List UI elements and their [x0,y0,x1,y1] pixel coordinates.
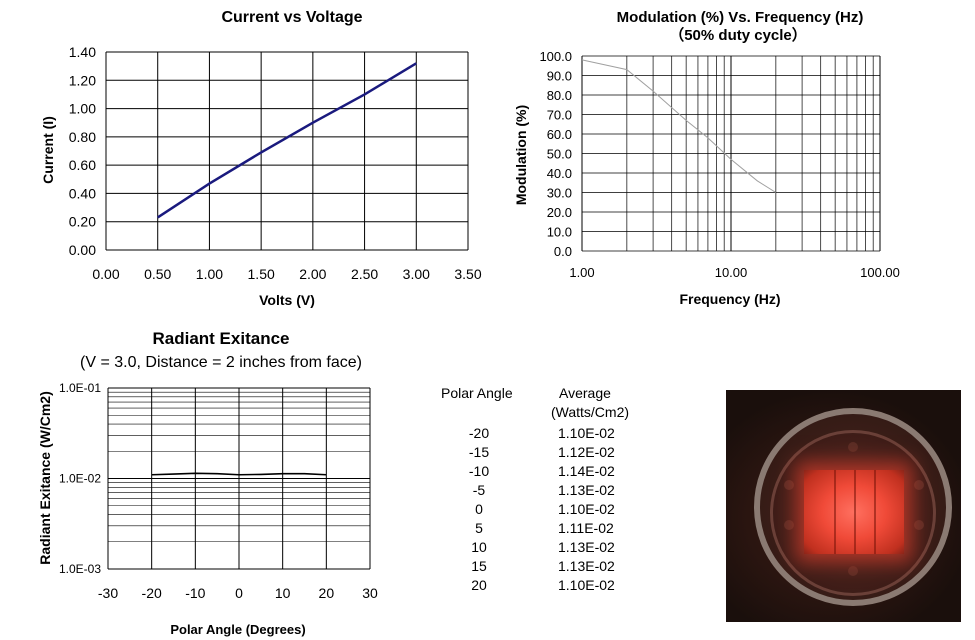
table-cell-average: 1.13E-02 [558,558,615,574]
table-cell-angle: -20 [468,425,490,441]
modulation-vs-frequency-chart: Modulation (%) Vs. Frequency (Hz) （50% d… [513,9,900,307]
x-tick-label: 30 [362,585,378,601]
series-line [157,62,417,219]
y-tick-label: 1.0E-03 [59,562,101,576]
series-line [581,59,777,193]
x-tick-label: 2.00 [299,266,326,282]
chart2-ylabel: Modulation (%) [513,105,529,205]
y-tick-label: 80.0 [547,88,572,103]
x-tick-label: 0.50 [144,266,171,282]
chart3-ylabel: Radiant Exitance (W/Cm2) [37,391,53,564]
x-tick-label: 1.00 [569,265,594,280]
y-tick-label: 100.0 [539,49,572,64]
table-cell-average: 1.10E-02 [558,425,615,441]
x-tick-label: -10 [185,585,205,601]
chart3-xlabel: Polar Angle (Degrees) [170,622,305,637]
y-tick-label: 0.80 [69,129,96,145]
radiant-exitance-chart: Radiant Exitance (V = 3.0, Distance = 2 … [37,329,378,637]
y-tick-label: 1.0E-01 [59,381,101,395]
chart1-ylabel: Current (I) [40,116,56,184]
chart2-xlabel: Frequency (Hz) [679,291,780,307]
table-header-polar-angle: Polar Angle [441,385,513,401]
chart1-title: Current vs Voltage [221,9,362,26]
x-tick-label: 0 [235,585,243,601]
table-cell-angle: 0 [475,501,483,517]
x-tick-label: 10 [275,585,291,601]
x-tick-label: 3.00 [403,266,430,282]
table-cell-average: 1.10E-02 [558,501,615,517]
y-tick-label: 30.0 [547,186,572,201]
x-tick-label: 100.00 [860,265,900,280]
x-tick-label: 0.00 [92,266,119,282]
table-cell-angle: -5 [472,482,486,498]
y-tick-label: 1.40 [69,44,96,60]
y-tick-label: 50.0 [547,147,572,162]
table-cell-average: 1.14E-02 [558,463,615,479]
series-line [151,472,327,476]
table-cell-average: 1.12E-02 [558,444,615,460]
current-vs-voltage-chart: Current vs Voltage Current (I) Volts (V)… [40,9,482,308]
table-cell-angle: 15 [471,558,487,574]
x-tick-label: 1.00 [196,266,223,282]
y-tick-label: 40.0 [547,166,572,181]
table-header-units: (Watts/Cm2) [551,404,630,420]
y-tick-label: 1.0E-02 [59,472,101,486]
radiant-exitance-table: Polar Angle Average (Watts/Cm2) -20 1.10E… [425,380,655,600]
table-cell-angle: 5 [475,520,483,536]
x-tick-label: 20 [319,585,335,601]
x-tick-label: -30 [98,585,118,601]
chart2-subtitle: （50% duty cycle） [669,26,807,44]
x-tick-label: 3.50 [454,266,481,282]
y-tick-label: 0.20 [69,214,96,230]
x-tick-label: -20 [142,585,162,601]
x-tick-label: 1.50 [248,266,275,282]
x-tick-label: 2.50 [351,266,378,282]
chart3-subtitle: (V = 3.0, Distance = 2 inches from face) [80,354,362,371]
y-tick-label: 0.40 [69,185,96,201]
y-tick-label: 10.0 [547,225,572,240]
chart1-xlabel: Volts (V) [259,292,315,308]
y-tick-label: 70.0 [547,108,572,123]
table-cell-angle: -10 [468,463,490,479]
y-tick-label: 0.00 [69,242,96,258]
y-tick-label: 0.60 [69,157,96,173]
table-cell-average: 1.11E-02 [558,520,614,536]
table-cell-angle: 10 [471,539,487,555]
table-cell-angle: 20 [471,577,487,593]
y-tick-label: 20.0 [547,205,572,220]
chart2-title: Modulation (%) Vs. Frequency (Hz) [617,9,864,26]
table-cell-average: 1.13E-02 [558,539,615,555]
table-cell-angle: -15 [468,444,490,460]
x-tick-label: 10.00 [715,265,748,280]
table-header-average: Average [559,385,611,401]
y-tick-label: 90.0 [547,69,572,84]
chart3-title: Radiant Exitance [153,329,290,348]
y-tick-label: 60.0 [547,127,572,142]
device-photo [726,390,961,622]
y-tick-label: 1.00 [69,101,96,117]
table-cell-average: 1.13E-02 [558,482,615,498]
table-cell-average: 1.10E-02 [558,577,615,593]
y-tick-label: 0.0 [554,244,572,259]
y-tick-label: 1.20 [69,72,96,88]
